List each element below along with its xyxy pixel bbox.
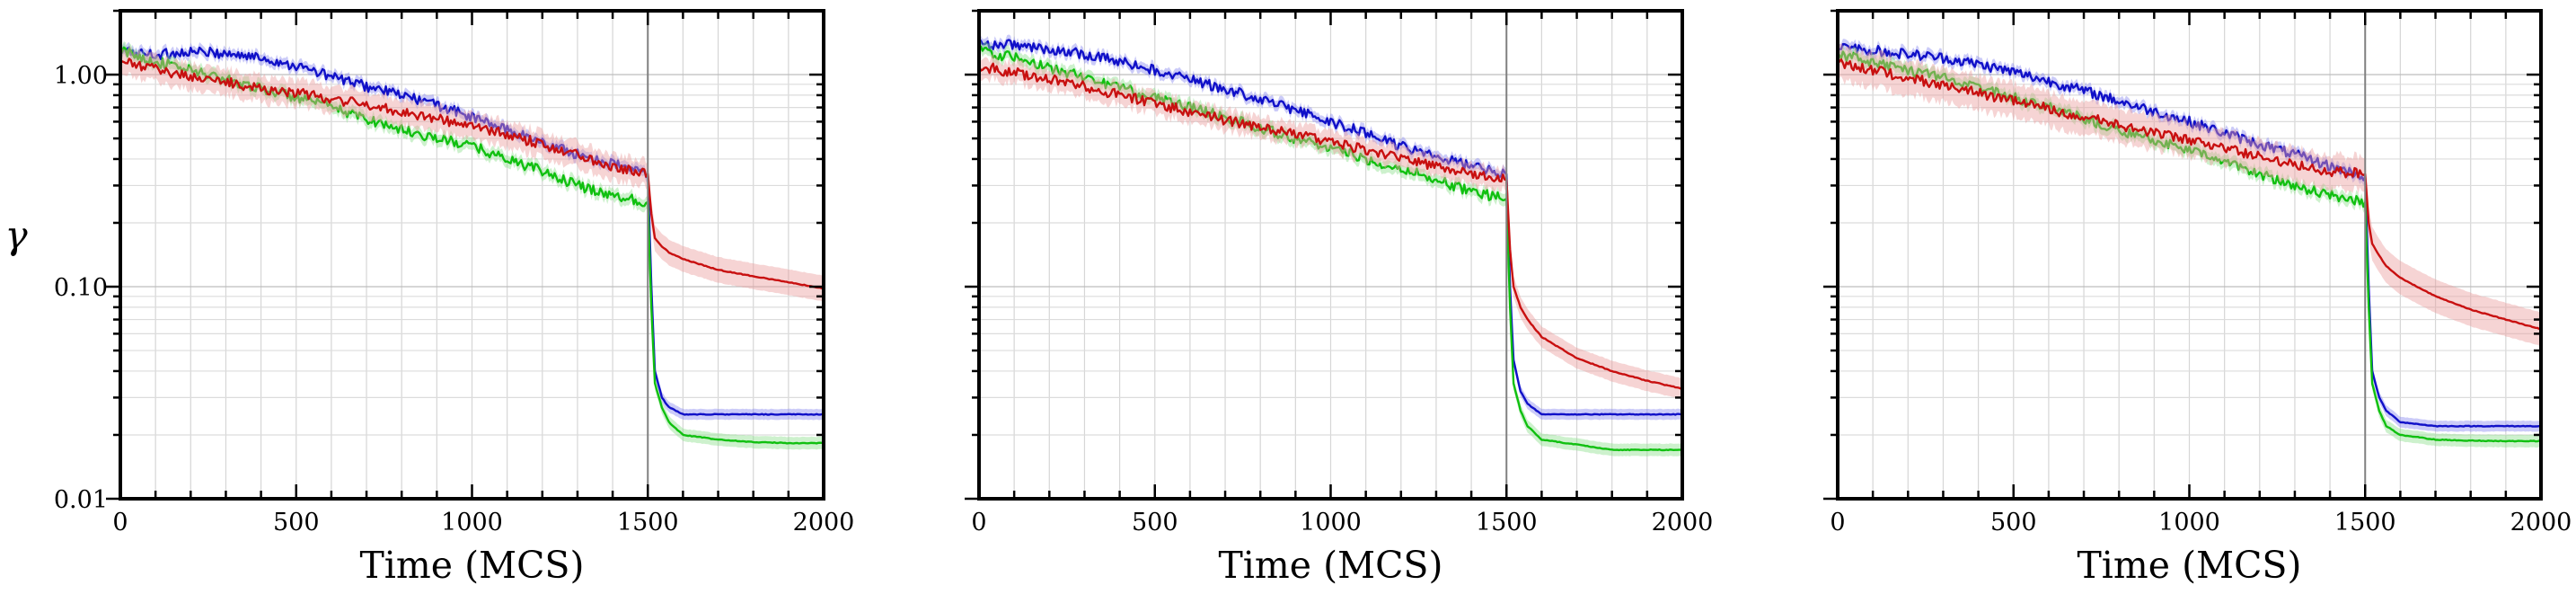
x-tick-label: 0 [971,509,986,536]
panel-3: 0 500 1000 1500 2000 Time (MCS) [1823,9,2572,587]
x-tick-label: 500 [1990,509,2037,536]
series-line-2 [119,46,825,445]
x-tick-label: 1000 [441,509,503,536]
x-axis-title: Time (MCS) [2077,544,2301,587]
x-tick-label: 1500 [2334,509,2396,536]
x-tick-label: 1500 [1476,509,1538,536]
series-band-1 [120,41,824,421]
x-axis-title: Time (MCS) [1218,544,1442,587]
y-axis-title: γ [4,213,28,257]
series-line-2 [1837,50,2542,443]
x-tick-label: 0 [1830,509,1845,536]
series-line-2 [977,45,1682,452]
series-line-3 [119,58,825,290]
series-line-1 [978,39,1683,416]
series-line-1 [1837,42,2542,428]
x-tick-label: 1000 [2158,509,2220,536]
x-tick-label: 2000 [2510,509,2572,536]
x-tick-label: 500 [1132,509,1178,536]
panel-1: 0 500 1000 1500 2000 0.01 0.10 1.00 Time (MCS) γ [4,9,855,587]
y-tick-label: 0.01 [54,486,108,514]
x-tick-label: 1500 [617,509,679,536]
x-tick-label: 500 [273,509,320,536]
panel-2: 0 500 1000 1500 2000 Time (MCS) [965,9,1714,587]
y-tick-label: 0.10 [54,274,108,302]
x-axis-title: Time (MCS) [359,544,584,587]
series-line-3 [1837,58,2542,331]
series-line-1 [119,46,825,416]
series-band-3 [979,53,1682,400]
x-tick-label: 2000 [1652,509,1714,536]
x-tick-label: 2000 [793,509,855,536]
series-line-3 [977,62,1683,391]
x-tick-label: 1000 [1300,509,1362,536]
series-band-3 [1838,42,2541,347]
y-tick-label: 1.00 [54,62,108,90]
x-tick-label: 0 [112,509,128,536]
